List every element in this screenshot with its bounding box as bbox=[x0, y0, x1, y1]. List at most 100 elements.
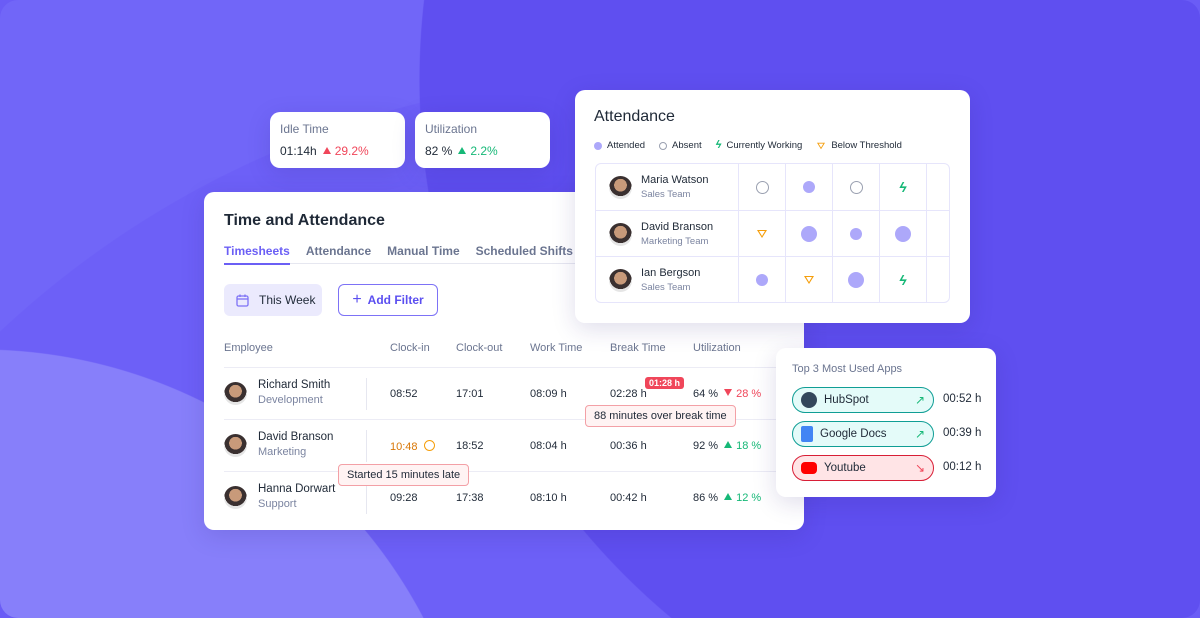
table-row[interactable]: David Branson Marketing 10:48 18:52 08:04… bbox=[224, 419, 804, 471]
attendance-day-cell[interactable] bbox=[785, 211, 832, 257]
arrow-up-icon bbox=[724, 441, 733, 448]
attendance-row[interactable]: Ian Bergson Sales Team ϟ bbox=[596, 256, 949, 303]
work-time: 08:09 h bbox=[530, 388, 567, 400]
attended-dot-icon bbox=[756, 274, 768, 286]
attendance-day-cell[interactable] bbox=[832, 257, 879, 303]
kpi-title: Utilization bbox=[425, 122, 478, 136]
app-time: 00:52 h bbox=[943, 393, 982, 405]
kpi-change: 2.2% bbox=[470, 144, 498, 158]
employee-dept: Development bbox=[258, 394, 323, 406]
app-time: 00:39 h bbox=[943, 427, 982, 439]
break-over-badge: 01:28 h bbox=[645, 377, 685, 389]
attendance-day-cell[interactable] bbox=[926, 164, 973, 210]
employee-name: Maria Watson bbox=[641, 174, 709, 186]
employee-dept: Marketing bbox=[258, 446, 307, 458]
clock-out: 18:52 bbox=[456, 440, 484, 452]
clock-out: 17:01 bbox=[456, 388, 484, 400]
avatar bbox=[609, 176, 632, 199]
tab-scheduled-shifts[interactable]: Scheduled Shifts bbox=[475, 244, 573, 258]
break-time: 00:42 h bbox=[610, 492, 647, 504]
legend-attended: Attended bbox=[607, 140, 646, 151]
column-header-utilization[interactable]: Utilization bbox=[693, 342, 741, 354]
date-range-button[interactable]: This Week bbox=[224, 284, 322, 316]
attended-dot-icon bbox=[803, 181, 815, 193]
attendance-day-cell[interactable]: ϟ bbox=[879, 164, 926, 210]
lightning-icon: ϟ bbox=[899, 179, 907, 195]
avatar bbox=[224, 434, 247, 457]
google-docs-icon bbox=[801, 426, 813, 442]
attendance-day-cell[interactable] bbox=[785, 257, 832, 303]
utilization-change: 12 % bbox=[736, 492, 762, 504]
legend-below: Below Threshold bbox=[831, 140, 902, 151]
break-time: 02:28 h bbox=[610, 388, 647, 400]
trend-up-icon: ↗ bbox=[914, 393, 925, 407]
attendance-day-cell[interactable] bbox=[738, 211, 785, 257]
tab-attendance[interactable]: Attendance bbox=[305, 244, 372, 258]
column-header-work-time[interactable]: Work Time bbox=[530, 342, 583, 354]
absent-ring-icon bbox=[849, 180, 863, 194]
arrow-up-icon bbox=[458, 147, 467, 154]
attendance-day-cell[interactable] bbox=[738, 164, 785, 210]
attendance-day-cell[interactable] bbox=[832, 211, 879, 257]
attendance-day-cell[interactable]: ϟ bbox=[879, 257, 926, 303]
below-threshold-icon bbox=[804, 276, 814, 284]
absent-ring-icon bbox=[659, 141, 668, 150]
plus-icon: + bbox=[352, 291, 362, 308]
lightning-icon: ϟ bbox=[715, 139, 722, 151]
employee-name: Ian Bergson bbox=[641, 267, 701, 279]
table-row[interactable]: Hanna Dorwart Support 09:28 17:38 08:10 h… bbox=[224, 471, 804, 523]
column-header-clock-out[interactable]: Clock-out bbox=[456, 342, 503, 354]
employee-team: Sales Team bbox=[641, 189, 691, 200]
app-time: 00:12 h bbox=[943, 461, 982, 473]
lightning-icon: ϟ bbox=[899, 272, 907, 288]
attendance-day-cell[interactable] bbox=[926, 211, 973, 257]
column-header-clock-in[interactable]: Clock-in bbox=[390, 342, 430, 354]
utilization: 92 % bbox=[693, 440, 719, 452]
break-time: 00:36 h bbox=[610, 440, 647, 452]
attendance-day-cell[interactable] bbox=[879, 211, 926, 257]
clock-in: 08:52 bbox=[390, 388, 418, 400]
arrow-up-icon bbox=[322, 147, 331, 154]
app-google-docs[interactable]: Google Docs ↗ bbox=[792, 421, 934, 447]
employee-name: David Branson bbox=[258, 431, 334, 443]
attendance-day-cell[interactable] bbox=[926, 257, 973, 303]
add-filter-button[interactable]: + Add Filter bbox=[338, 284, 438, 316]
tab-timesheets[interactable]: Timesheets bbox=[224, 244, 290, 265]
break-over-tooltip: 88 minutes over break time bbox=[585, 405, 736, 427]
kpi-value: 01:14h bbox=[280, 144, 317, 158]
attendance-day-cell[interactable] bbox=[738, 257, 785, 303]
attendance-row[interactable]: David Branson Marketing Team bbox=[596, 210, 949, 257]
column-header-employee[interactable]: Employee bbox=[224, 342, 273, 354]
clock-out: 17:38 bbox=[456, 492, 484, 504]
app-youtube[interactable]: Youtube ↘ bbox=[792, 455, 934, 481]
column-header-break-time[interactable]: Break Time bbox=[610, 342, 666, 354]
app-hubspot[interactable]: HubSpot ↗ bbox=[792, 387, 934, 413]
utilization: 64 % bbox=[693, 388, 719, 400]
below-threshold-icon bbox=[817, 142, 826, 149]
attendance-grid: Maria Watson Sales Team ϟ David Branson Mar… bbox=[595, 163, 950, 303]
panel-title: Time and Attendance bbox=[224, 212, 385, 229]
attended-dot-icon bbox=[848, 272, 864, 288]
attendance-title: Attendance bbox=[594, 108, 675, 125]
avatar bbox=[224, 486, 247, 509]
app-name: Youtube bbox=[824, 462, 866, 474]
trend-down-icon: ↘ bbox=[914, 461, 925, 475]
avatar bbox=[224, 382, 247, 405]
legend-working: Currently Working bbox=[726, 140, 803, 151]
attended-dot-icon bbox=[850, 228, 862, 240]
trend-up-icon: ↗ bbox=[914, 427, 925, 441]
attendance-day-cell[interactable] bbox=[785, 164, 832, 210]
attendance-day-cell[interactable] bbox=[832, 164, 879, 210]
utilization-change: 18 % bbox=[736, 440, 762, 452]
attendance-panel: Attendance Attended Absent ϟ Currently Wo… bbox=[575, 90, 970, 323]
app-name: Google Docs bbox=[820, 428, 887, 440]
table-row[interactable]: Richard Smith Development 08:52 17:01 08:… bbox=[224, 367, 804, 419]
tab-manual-time[interactable]: Manual Time bbox=[387, 244, 460, 258]
legend: Attended Absent ϟ Currently Working Below… bbox=[594, 140, 902, 151]
apps-title: Top 3 Most Used Apps bbox=[792, 363, 903, 375]
avatar bbox=[609, 269, 632, 292]
work-time: 08:10 h bbox=[530, 492, 567, 504]
top-apps-panel: Top 3 Most Used Apps HubSpot ↗ 00:52 h Go… bbox=[776, 348, 996, 497]
work-time: 08:04 h bbox=[530, 440, 567, 452]
attendance-row[interactable]: Maria Watson Sales Team ϟ bbox=[596, 164, 949, 211]
